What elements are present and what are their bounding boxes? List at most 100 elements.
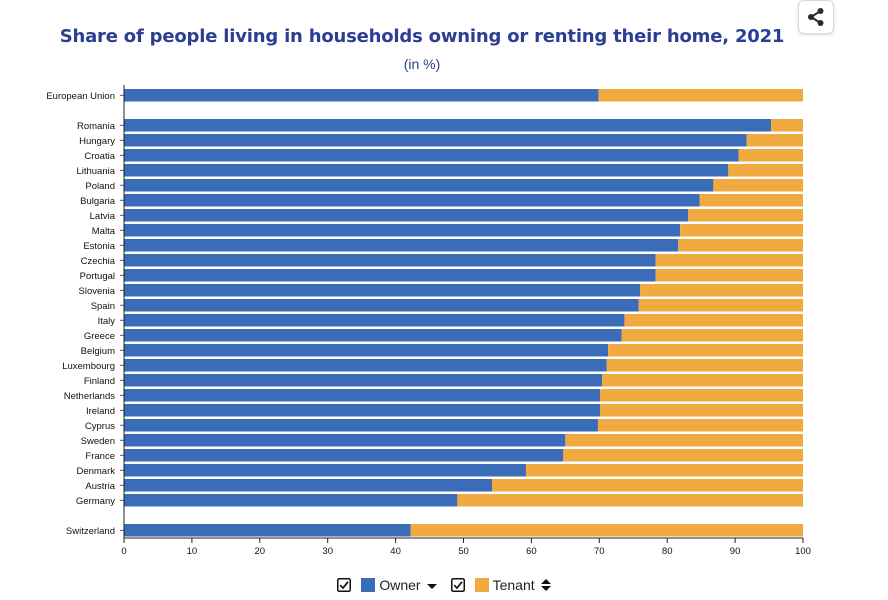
category-label: Poland — [85, 181, 115, 192]
category-label: Austria — [85, 481, 115, 492]
bar-tenant-slovenia — [640, 284, 803, 297]
legend-swatch-owner — [361, 578, 376, 592]
category-label: Czechia — [81, 256, 116, 267]
category-label: Spain — [91, 301, 115, 312]
category-label: Malta — [92, 226, 116, 237]
checkbox-checked-icon[interactable] — [337, 578, 352, 592]
bar-tenant-romania — [771, 119, 803, 132]
bar-tenant-luxembourg — [606, 359, 803, 372]
category-label: European Union — [46, 91, 115, 102]
category-label: Greece — [84, 331, 115, 342]
x-tick-label: 20 — [255, 546, 266, 557]
category-label: France — [85, 451, 115, 462]
bar-owner-finland — [124, 374, 603, 387]
bar-tenant-denmark — [525, 464, 803, 477]
bar-owner-france — [124, 449, 564, 462]
bar-owner-malta — [124, 224, 681, 237]
bar-owner-greece — [124, 329, 622, 342]
bar-tenant-spain — [638, 299, 803, 312]
category-label: Estonia — [83, 241, 115, 252]
bar-tenant-portugal — [655, 269, 803, 282]
bar-owner-latvia — [124, 209, 689, 222]
category-label: Romania — [77, 121, 116, 132]
bar-tenant-latvia — [688, 209, 803, 222]
category-label: Cyprus — [85, 421, 115, 432]
legend-item-tenant[interactable]: Tenant — [450, 577, 551, 593]
category-label: Luxembourg — [62, 361, 115, 372]
bar-tenant-malta — [680, 224, 803, 237]
category-label: Lithuania — [76, 166, 115, 177]
category-label: Netherlands — [64, 391, 115, 402]
bar-owner-sweden — [124, 434, 566, 447]
x-tick-label: 0 — [121, 546, 126, 557]
bar-owner-poland — [124, 179, 714, 192]
bar-owner-belgium — [124, 344, 609, 357]
bar-owner-cyprus — [124, 419, 598, 432]
category-label: Hungary — [79, 136, 115, 147]
bar-owner-ireland — [124, 404, 600, 417]
bar-owner-luxembourg — [124, 359, 607, 372]
bar-owner-netherlands — [124, 389, 600, 402]
bar-owner-italy — [124, 314, 625, 327]
category-label: Denmark — [76, 466, 115, 477]
bar-tenant-finland — [602, 374, 803, 387]
bar-owner-switzerland — [124, 524, 411, 537]
bar-owner-european-union — [124, 89, 599, 102]
bar-owner-romania — [124, 119, 772, 132]
category-label: Portugal — [80, 271, 115, 282]
bar-owner-hungary — [124, 134, 747, 147]
bar-tenant-lithuania — [728, 164, 803, 177]
bar-tenant-ireland — [599, 404, 803, 417]
category-label: Sweden — [81, 436, 115, 447]
share-icon — [808, 8, 824, 26]
sort-down-icon[interactable] — [426, 578, 437, 592]
legend-label-owner: Owner — [379, 577, 421, 593]
legend-item-owner[interactable]: Owner — [337, 577, 437, 593]
x-tick-label: 60 — [526, 546, 537, 557]
chart-subtitle: (in %) — [403, 56, 441, 72]
x-tick-label: 70 — [594, 546, 605, 557]
bar-owner-germany — [124, 494, 458, 507]
category-label: Latvia — [90, 211, 116, 222]
x-tick-label: 10 — [187, 546, 198, 557]
checkbox-checked-icon[interactable] — [450, 578, 465, 592]
chart-title: Share of people living in households own… — [59, 26, 785, 47]
bar-tenant-italy — [624, 314, 803, 327]
bar-tenant-austria — [492, 479, 803, 492]
bar-owner-slovenia — [124, 284, 641, 297]
legend-label-tenant: Tenant — [492, 577, 535, 593]
bar-tenant-sweden — [565, 434, 803, 447]
share-button[interactable] — [798, 0, 834, 34]
legend: Owner Tenant — [0, 574, 888, 596]
bar-owner-portugal — [124, 269, 656, 282]
category-label: Finland — [84, 376, 115, 387]
bar-tenant-hungary — [746, 134, 803, 147]
bar-owner-spain — [124, 299, 639, 312]
category-label: Belgium — [81, 346, 115, 357]
bar-tenant-switzerland — [410, 524, 803, 537]
bar-tenant-belgium — [608, 344, 803, 357]
bar-owner-austria — [124, 479, 493, 492]
bar-tenant-germany — [457, 494, 803, 507]
bar-tenant-estonia — [678, 239, 803, 252]
bar-tenant-bulgaria — [699, 194, 803, 207]
bar-owner-denmark — [124, 464, 526, 477]
bar-tenant-czechia — [655, 254, 803, 267]
category-label: Croatia — [84, 151, 115, 162]
bar-owner-estonia — [124, 239, 679, 252]
x-tick-label: 50 — [458, 546, 469, 557]
bar-tenant-croatia — [738, 149, 803, 162]
sort-both-icon[interactable] — [540, 578, 551, 592]
bar-tenant-france — [563, 449, 803, 462]
x-tick-label: 90 — [730, 546, 741, 557]
bar-tenant-greece — [621, 329, 803, 342]
bar-owner-bulgaria — [124, 194, 700, 207]
x-tick-label: 100 — [795, 546, 811, 557]
category-label: Germany — [76, 496, 115, 507]
x-tick-label: 30 — [322, 546, 333, 557]
bar-tenant-netherlands — [599, 389, 803, 402]
bar-owner-lithuania — [124, 164, 729, 177]
category-label: Italy — [98, 316, 116, 327]
bar-tenant-poland — [713, 179, 803, 192]
bar-owner-czechia — [124, 254, 656, 267]
